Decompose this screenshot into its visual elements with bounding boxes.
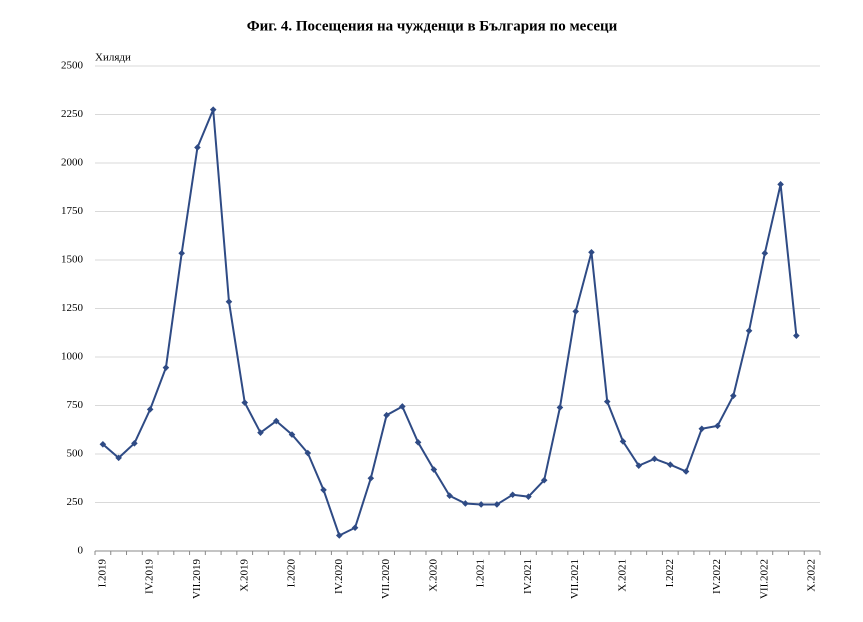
data-point bbox=[399, 403, 406, 410]
data-point bbox=[225, 298, 233, 306]
y-tick-label: 1250 bbox=[61, 302, 84, 314]
data-point bbox=[115, 454, 122, 462]
data-point bbox=[745, 327, 753, 335]
data-point bbox=[730, 392, 737, 400]
y-tick-label: 500 bbox=[67, 448, 84, 460]
data-point bbox=[556, 404, 564, 411]
data-point bbox=[635, 462, 643, 469]
data-point bbox=[162, 364, 170, 371]
data-point bbox=[320, 486, 327, 494]
y-tick-label: 1500 bbox=[61, 254, 84, 266]
data-point bbox=[194, 144, 201, 151]
series-line bbox=[102, 109, 798, 537]
chart-title: Фиг. 4. Посещения на чужденци в България… bbox=[247, 18, 618, 34]
x-tick-label: I.2022 bbox=[664, 559, 676, 587]
x-tick-label: I.2020 bbox=[286, 559, 298, 588]
data-point bbox=[304, 449, 312, 457]
data-point bbox=[666, 461, 674, 468]
data-point bbox=[335, 532, 343, 539]
y-tick-label: 750 bbox=[67, 399, 84, 411]
x-tick-label: VII.2020 bbox=[380, 559, 392, 600]
data-point bbox=[272, 417, 280, 425]
data-point bbox=[367, 474, 375, 482]
x-tick-label: X.2020 bbox=[427, 559, 439, 592]
x-tick-label: VII.2021 bbox=[569, 559, 581, 599]
x-tick-label: IV.2021 bbox=[522, 559, 534, 594]
data-point bbox=[698, 425, 706, 433]
data-point bbox=[383, 411, 390, 419]
y-tick-label: 2500 bbox=[61, 60, 84, 72]
data-point bbox=[351, 524, 359, 532]
data-point bbox=[525, 493, 532, 500]
y-tick-label: 2250 bbox=[61, 108, 84, 120]
x-tick-label: IV.2020 bbox=[333, 559, 345, 594]
y-tick-label: 250 bbox=[67, 496, 84, 508]
data-point bbox=[682, 468, 690, 475]
x-tick-label: X.2019 bbox=[238, 559, 250, 592]
data-point bbox=[477, 501, 485, 508]
data-point bbox=[572, 308, 580, 315]
data-point bbox=[430, 466, 438, 473]
data-point bbox=[414, 439, 422, 446]
data-point bbox=[446, 492, 453, 500]
x-tick-label: IV.2019 bbox=[144, 559, 156, 594]
data-point bbox=[178, 249, 185, 257]
data-point bbox=[493, 501, 501, 508]
y-tick-label: 1750 bbox=[61, 205, 84, 217]
data-point bbox=[462, 500, 469, 507]
data-point bbox=[509, 491, 516, 499]
x-tick-label: I.2021 bbox=[475, 559, 487, 587]
data-point bbox=[761, 249, 769, 257]
x-tick-label: X.2021 bbox=[617, 559, 629, 592]
data-point bbox=[146, 406, 154, 413]
data-point bbox=[241, 399, 249, 406]
data-point bbox=[619, 438, 627, 445]
data-point bbox=[131, 440, 138, 447]
data-point bbox=[777, 181, 784, 188]
x-tick-label: X.2022 bbox=[806, 559, 818, 592]
data-point bbox=[540, 476, 548, 484]
x-tick-label: I.2019 bbox=[96, 559, 108, 588]
data-point bbox=[588, 248, 595, 256]
data-point bbox=[603, 398, 611, 405]
y-tick-label: 0 bbox=[78, 545, 84, 557]
data-point bbox=[714, 422, 721, 430]
x-tick-label: IV.2022 bbox=[711, 559, 723, 594]
data-point bbox=[209, 106, 217, 113]
x-tick-label: VII.2019 bbox=[191, 559, 203, 600]
data-point bbox=[651, 455, 658, 463]
x-tick-label: VII.2022 bbox=[758, 559, 770, 599]
y-axis-label: Хиляди bbox=[95, 52, 131, 64]
y-tick-label: 1000 bbox=[61, 351, 84, 363]
data-point bbox=[257, 429, 264, 436]
data-point bbox=[793, 332, 800, 339]
data-point bbox=[288, 431, 296, 438]
y-tick-label: 2000 bbox=[61, 157, 84, 169]
data-point bbox=[99, 441, 107, 448]
